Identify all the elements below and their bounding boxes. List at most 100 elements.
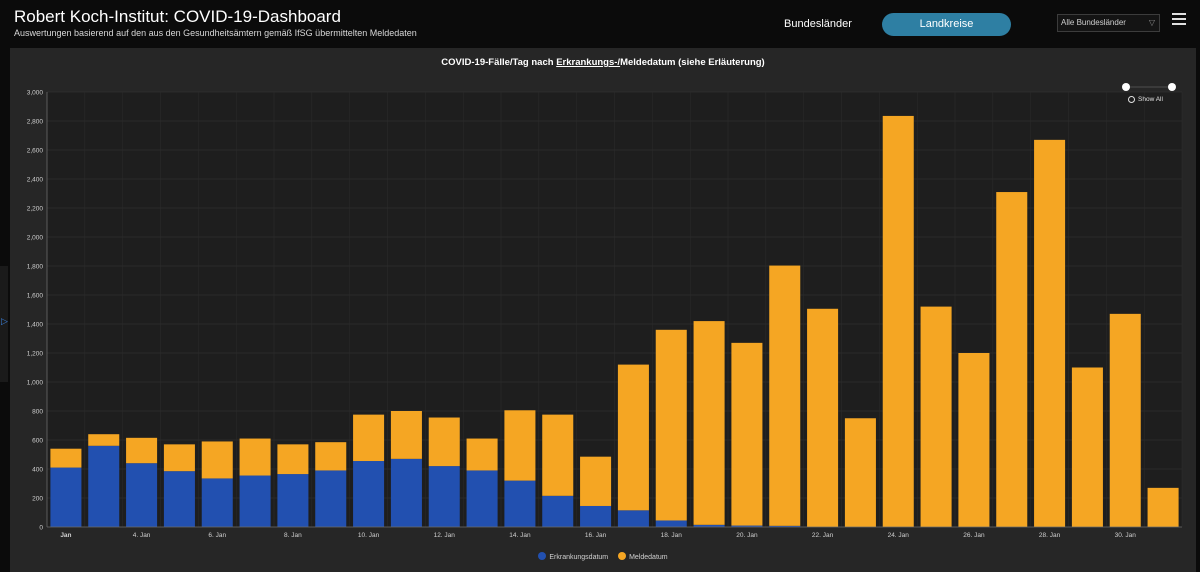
x-tick-label: 30. Jan bbox=[1115, 532, 1137, 539]
x-tick-label: 22. Jan bbox=[812, 532, 834, 539]
bar-meldedatum bbox=[542, 414, 574, 496]
bar-meldedatum bbox=[50, 448, 82, 468]
bar-erkrankungsdatum bbox=[655, 520, 687, 527]
header: Robert Koch-Institut: COVID-19-Dashboard… bbox=[0, 0, 1200, 44]
bar-meldedatum bbox=[617, 364, 649, 511]
bar-erkrankungsdatum bbox=[201, 478, 233, 527]
show-all-button[interactable]: Show All bbox=[1128, 96, 1163, 103]
chart-panel: COVID-19-Fälle/Tag nach Erkrankungs-/Mel… bbox=[10, 48, 1196, 572]
bar-erkrankungsdatum bbox=[126, 463, 158, 527]
y-tick-label: 1,600 bbox=[27, 292, 44, 299]
x-tick-label: Jan bbox=[60, 532, 71, 539]
bar-meldedatum bbox=[163, 444, 195, 472]
y-tick-label: 2,200 bbox=[27, 205, 44, 212]
y-tick-label: 2,800 bbox=[27, 118, 44, 125]
bar-meldedatum bbox=[126, 437, 158, 464]
bar-erkrankungsdatum bbox=[50, 467, 82, 527]
bar-meldedatum bbox=[390, 411, 422, 459]
y-tick-label: 200 bbox=[32, 495, 43, 502]
bar-erkrankungsdatum bbox=[769, 525, 801, 527]
bar-erkrankungsdatum bbox=[390, 458, 422, 527]
zoom-handle-right[interactable] bbox=[1168, 83, 1176, 91]
side-panel-handle[interactable] bbox=[0, 266, 8, 382]
legend-swatch-meldedatum bbox=[618, 552, 627, 560]
app-subtitle: Auswertungen basierend auf den aus den G… bbox=[14, 28, 417, 38]
bar-meldedatum bbox=[1147, 487, 1179, 527]
bar-layer bbox=[50, 115, 1179, 528]
bar-meldedatum bbox=[239, 438, 271, 476]
bar-meldedatum bbox=[769, 265, 801, 526]
tab-landkreise[interactable]: Landkreise bbox=[882, 13, 1011, 36]
bar-erkrankungsdatum bbox=[315, 470, 347, 527]
x-tick-label: 24. Jan bbox=[888, 532, 910, 539]
legend-label-meldedatum: Meldedatum bbox=[629, 554, 668, 561]
bar-meldedatum bbox=[580, 456, 612, 506]
y-tick-label: 1,200 bbox=[27, 350, 44, 357]
bar-meldedatum bbox=[277, 444, 309, 475]
bar-erkrankungsdatum bbox=[504, 480, 536, 527]
tab-bundeslaender[interactable]: Bundesländer bbox=[784, 18, 852, 30]
x-tick-label: 8. Jan bbox=[284, 532, 302, 539]
bar-meldedatum bbox=[693, 321, 725, 525]
y-tick-label: 1,800 bbox=[27, 263, 44, 270]
bar-erkrankungsdatum bbox=[731, 525, 763, 527]
bar-meldedatum bbox=[958, 353, 990, 527]
chevron-down-icon: ▽ bbox=[1148, 18, 1155, 27]
x-tick-label: 10. Jan bbox=[358, 532, 380, 539]
y-tick-label: 2,000 bbox=[27, 234, 44, 241]
bundesland-select[interactable]: Alle Bundesländer ▽ bbox=[1057, 14, 1160, 32]
grid-layer bbox=[46, 91, 1183, 528]
bar-meldedatum bbox=[504, 410, 536, 481]
bar-meldedatum bbox=[844, 418, 876, 527]
zoom-handle-left[interactable] bbox=[1122, 83, 1130, 91]
legend-item-erkrankungsdatum[interactable]: Erkrankungsdatum bbox=[538, 552, 608, 561]
x-tick-label: 18. Jan bbox=[661, 532, 683, 539]
chart-title-prefix: COVID-19-Fälle/Tag nach bbox=[441, 57, 557, 68]
chart-title-underlined[interactable]: Erkrankungs-/ bbox=[556, 57, 621, 68]
bar-meldedatum bbox=[201, 441, 233, 479]
chart-title: COVID-19-Fälle/Tag nach Erkrankungs-/Mel… bbox=[10, 57, 1196, 68]
bar-erkrankungsdatum bbox=[580, 505, 612, 527]
y-tick-label: 2,600 bbox=[27, 147, 44, 154]
bar-meldedatum bbox=[466, 438, 498, 471]
app-title: Robert Koch-Institut: COVID-19-Dashboard bbox=[14, 7, 341, 26]
hamburger-menu-icon[interactable] bbox=[1172, 13, 1186, 25]
legend-item-meldedatum[interactable]: Meldedatum bbox=[618, 552, 668, 561]
bar-erkrankungsdatum bbox=[163, 471, 195, 527]
bar-meldedatum bbox=[88, 434, 120, 446]
y-tick-label: 1,400 bbox=[27, 321, 44, 328]
y-tick-label: 400 bbox=[32, 466, 43, 473]
bar-meldedatum bbox=[1109, 313, 1141, 527]
y-tick-label: 600 bbox=[32, 437, 43, 444]
x-tick-label: 12. Jan bbox=[434, 532, 456, 539]
legend-label-erkrankungsdatum: Erkrankungsdatum bbox=[549, 554, 609, 561]
bar-meldedatum bbox=[428, 417, 460, 467]
bar-meldedatum bbox=[920, 306, 952, 527]
zoom-out-icon bbox=[1128, 96, 1135, 103]
bar-meldedatum bbox=[882, 115, 914, 528]
x-tick-label: 14. Jan bbox=[509, 532, 531, 539]
y-tick-label: 1,000 bbox=[27, 379, 44, 386]
chart-title-suffix: Meldedatum (siehe Erläuterung) bbox=[620, 57, 765, 68]
bar-erkrankungsdatum bbox=[239, 475, 271, 527]
show-all-label: Show All bbox=[1138, 96, 1163, 103]
expand-arrow-icon[interactable]: ▷ bbox=[1, 316, 8, 326]
bar-meldedatum bbox=[1034, 139, 1066, 527]
x-tick-label: 28. Jan bbox=[1039, 532, 1061, 539]
bar-erkrankungsdatum bbox=[88, 445, 120, 527]
bar-erkrankungsdatum bbox=[353, 461, 385, 527]
x-tick-label: 4. Jan bbox=[133, 532, 151, 539]
bar-erkrankungsdatum bbox=[542, 495, 574, 527]
bar-meldedatum bbox=[655, 329, 687, 521]
bar-meldedatum bbox=[315, 442, 347, 471]
y-tick-label: 2,400 bbox=[27, 176, 44, 183]
bar-meldedatum bbox=[353, 414, 385, 462]
x-tick-label: 16. Jan bbox=[585, 532, 607, 539]
bar-meldedatum bbox=[731, 342, 763, 526]
bar-meldedatum bbox=[996, 192, 1028, 528]
bar-meldedatum bbox=[807, 308, 839, 527]
bundesland-select-value: Alle Bundesländer bbox=[1061, 18, 1126, 27]
y-tick-label: 3,000 bbox=[27, 89, 44, 96]
zoom-slider[interactable] bbox=[1122, 83, 1176, 107]
y-tick-label: 0 bbox=[39, 524, 43, 531]
